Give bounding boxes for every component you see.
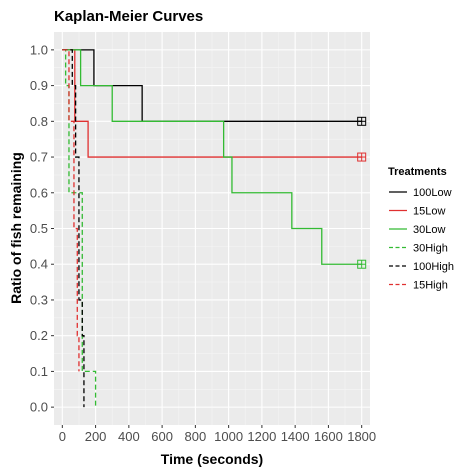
- x-tick-label: 0: [59, 429, 66, 444]
- y-tick-label: 0.0: [30, 400, 48, 415]
- series-layer: [62, 49, 362, 408]
- legend-label-15high: 15High: [413, 280, 448, 292]
- legend-label-30high: 30High: [413, 243, 448, 255]
- x-axis-title: Time (seconds): [161, 451, 263, 467]
- y-tick-label: 0.1: [30, 364, 48, 379]
- legend-item-30high: 30High: [389, 243, 448, 255]
- y-tick-label: 0.5: [30, 221, 48, 236]
- legend-label-100high: 100High: [413, 261, 454, 273]
- x-tick-label: 800: [185, 429, 207, 444]
- legend-label-30low: 30Low: [413, 224, 445, 236]
- legend-item-15low: 15Low: [389, 206, 445, 218]
- legend-item-100high: 100High: [389, 261, 454, 273]
- series-line-100high: [62, 49, 85, 408]
- y-tick-label: 0.6: [30, 185, 48, 200]
- series-line-30low: [62, 49, 362, 265]
- censor-markers: [357, 116, 367, 269]
- legend-item-30low: 30Low: [389, 224, 445, 236]
- legend-label-100low: 100Low: [413, 187, 452, 199]
- y-tick-label: 0.7: [30, 150, 48, 165]
- y-tick-label: 0.8: [30, 114, 48, 129]
- y-tick-label: 1.0: [30, 42, 48, 57]
- x-tick-label: 1800: [347, 429, 376, 444]
- x-tick-label: 1200: [247, 429, 276, 444]
- legend-item-15high: 15High: [389, 280, 448, 292]
- legend: Treatments 100Low 15Low 30Low 30High 100High…: [388, 166, 454, 292]
- legend-title: Treatments: [388, 166, 447, 178]
- legend-item-100low: 100Low: [389, 187, 452, 199]
- y-tick-label: 0.3: [30, 292, 48, 307]
- censor-marker-15low: [357, 152, 367, 162]
- y-axis-title: Ratio of fish remaining: [8, 152, 24, 304]
- x-tick-label: 1000: [214, 429, 243, 444]
- legend-label-15low: 15Low: [413, 206, 445, 218]
- chart-title: Kaplan-Meier Curves: [54, 8, 203, 25]
- y-axis: 0.0 0.1 0.2 0.3 0.4 0.5 0.6 0.7 0.8 0.9 1.0: [30, 42, 54, 415]
- series-line-30high: [62, 49, 97, 408]
- x-tick-label: 1600: [314, 429, 343, 444]
- y-tick-label: 0.9: [30, 78, 48, 93]
- x-tick-label: 1400: [281, 429, 310, 444]
- x-axis: 0 200 400 600 800 1000 1200 1400 1600 1800: [59, 425, 376, 444]
- censor-marker-100low: [357, 116, 367, 126]
- x-tick-label: 600: [151, 429, 173, 444]
- censor-marker-30low: [357, 259, 367, 269]
- y-tick-label: 0.4: [30, 257, 48, 272]
- x-tick-label: 200: [85, 429, 107, 444]
- y-tick-label: 0.2: [30, 328, 48, 343]
- x-tick-label: 400: [118, 429, 140, 444]
